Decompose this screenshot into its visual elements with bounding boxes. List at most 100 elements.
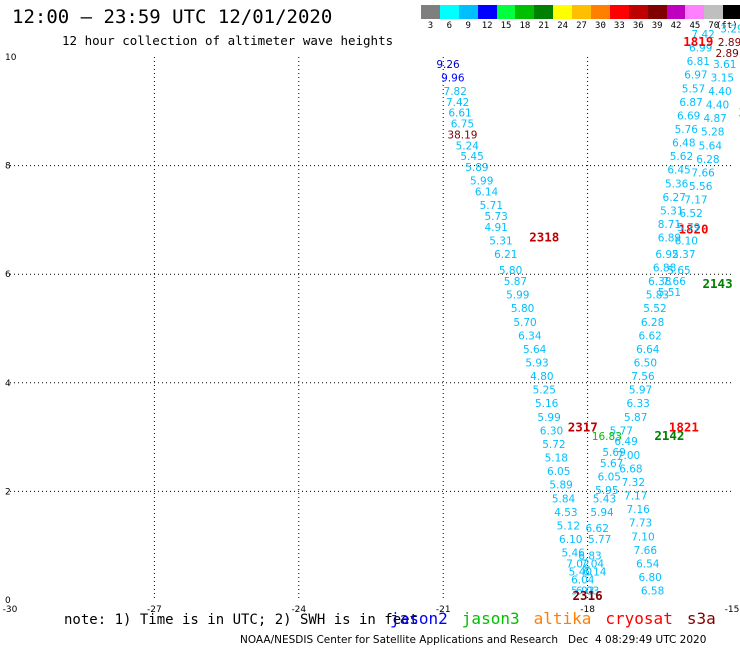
colorbar-cell: 18 bbox=[515, 5, 535, 31]
legend-jason2: jason2 bbox=[390, 609, 448, 628]
wave-height-label: 6.58 bbox=[641, 586, 664, 598]
wave-height-label: 7.32 bbox=[622, 477, 645, 489]
colorbar-cell: 33 bbox=[609, 5, 629, 31]
wave-height-label: 5.71 bbox=[480, 200, 503, 212]
pass-time-label: 1819 bbox=[683, 34, 713, 49]
wave-height-label: 6.87 bbox=[679, 97, 702, 109]
colorbar-label: 45 bbox=[689, 21, 701, 31]
wave-height-label: 6.34 bbox=[518, 330, 542, 342]
colorbar-swatch bbox=[572, 5, 592, 19]
colorbar-cell: 12 bbox=[477, 5, 497, 31]
wave-height-label: 8.71 bbox=[658, 219, 681, 231]
wave-height-label: 6.10 bbox=[559, 534, 582, 546]
wave-height-label: 5.80 bbox=[499, 265, 522, 277]
wave-height-label: 6.28 bbox=[696, 154, 719, 166]
colorbar-cell: 24 bbox=[553, 5, 573, 31]
wave-height-label: 5.43 bbox=[593, 493, 616, 505]
wave-height-label: 5.40 bbox=[569, 567, 592, 579]
wave-height-label: 5.72 bbox=[542, 439, 565, 451]
wave-height-label: 6.54 bbox=[636, 558, 660, 570]
colorbar-cell: 45 bbox=[685, 5, 705, 31]
y-tick-label: 8 bbox=[5, 162, 11, 172]
wave-height-label: 6.62 bbox=[586, 523, 609, 535]
wave-height-label: 6.88 bbox=[653, 262, 676, 274]
wave-height-label: 7.82 bbox=[444, 86, 467, 98]
wave-height-label: 5.25 bbox=[533, 385, 556, 397]
colorbar-swatch bbox=[723, 5, 740, 19]
colorbar-swatch bbox=[666, 5, 686, 19]
wave-height-label: 6.27 bbox=[663, 192, 686, 204]
wave-height-label: 6.45 bbox=[667, 165, 690, 177]
wave-height-label: 5.56 bbox=[689, 181, 713, 193]
colorbar-label: 6 bbox=[446, 21, 453, 31]
y-tick-label: 0 bbox=[5, 596, 11, 606]
wave-height-label: 5.51 bbox=[658, 287, 681, 299]
wave-height-label: 5.80 bbox=[511, 303, 534, 315]
colorbar-cell: 70 bbox=[704, 5, 724, 31]
wave-height-label: 7.16 bbox=[626, 504, 650, 516]
wave-height-label: 5.18 bbox=[545, 453, 568, 465]
wave-height-label: 5.24 bbox=[456, 140, 480, 152]
colorbar-swatch bbox=[647, 5, 667, 19]
wave-height-label: 7.66 bbox=[691, 167, 715, 179]
wave-height-label: 7.17 bbox=[624, 491, 647, 503]
wave-height-label: 6.48 bbox=[672, 138, 695, 150]
colorbar-label: 12 bbox=[481, 21, 493, 31]
wave-height-label: 6.14 bbox=[583, 567, 607, 579]
legend-altika: altika bbox=[533, 609, 592, 628]
wave-height-label: 9.96 bbox=[441, 72, 465, 84]
wave-height-label: 5.64 bbox=[699, 140, 723, 152]
x-tick-label: -24 bbox=[291, 605, 306, 615]
wave-height-label: 9.26 bbox=[436, 59, 460, 71]
wave-height-label: 6.10 bbox=[675, 235, 698, 247]
wave-height-label: 7.02 bbox=[566, 558, 589, 570]
colorbar-label: 9 bbox=[465, 21, 471, 31]
wave-height-label: 3.61 bbox=[713, 59, 736, 71]
colorbar-label: 36 bbox=[632, 21, 644, 31]
pass-time-label: 2318 bbox=[529, 230, 559, 245]
colorbar-label: 18 bbox=[519, 21, 531, 31]
wave-height-label: 5.77 bbox=[588, 534, 611, 546]
colorbar-swatch bbox=[439, 5, 459, 19]
wave-height-label: 6.38 bbox=[648, 276, 671, 288]
wave-height-label: 6.28 bbox=[641, 317, 664, 329]
pass-time-label: 2142 bbox=[654, 428, 684, 443]
wave-height-label: 5.64 bbox=[523, 344, 547, 356]
wave-height-label: 4.91 bbox=[484, 222, 507, 234]
wave-height-label: 5.76 bbox=[675, 124, 699, 136]
pass-time-label: 2317 bbox=[568, 420, 598, 435]
wave-height-label: 2.89 bbox=[715, 48, 738, 60]
wave-height-label: 16.83 bbox=[592, 431, 622, 443]
colorbar-swatch bbox=[477, 5, 497, 19]
colorbar-swatch bbox=[553, 5, 573, 19]
wave-height-label: 6.33 bbox=[626, 398, 649, 410]
chart-subtitle: 12 hour collection of altimeter wave hei… bbox=[62, 33, 394, 48]
wave-height-label: 5.99 bbox=[470, 176, 493, 188]
y-tick-label: 2 bbox=[5, 487, 11, 497]
y-tick-label: 10 bbox=[5, 53, 17, 63]
x-tick-label: -15 bbox=[725, 605, 740, 615]
wave-height-label: 4.53 bbox=[554, 507, 577, 519]
wave-height-label: 5.57 bbox=[682, 83, 705, 95]
wave-height-label: 5.89 bbox=[465, 162, 488, 174]
wave-height-label: 38.19 bbox=[447, 129, 477, 141]
wave-height-label: 6.49 bbox=[614, 436, 637, 448]
wave-height-label: 6.05 bbox=[547, 466, 570, 478]
wave-height-label: 5.31 bbox=[660, 205, 683, 217]
wave-height-label: 6.81 bbox=[687, 56, 710, 68]
wave-height-label: 4.40 bbox=[706, 100, 729, 112]
pass-time-label: 2143 bbox=[703, 276, 733, 291]
colorbar-cell: 42 bbox=[666, 5, 686, 31]
colorbar-label: 70 bbox=[708, 21, 720, 31]
wave-height-label: 5.99 bbox=[537, 412, 560, 424]
colorbar-label: 33 bbox=[613, 21, 625, 31]
wave-height-label: 6.97 bbox=[684, 70, 707, 82]
colorbar-cell: 39 bbox=[647, 5, 667, 31]
wave-height-label: 5.16 bbox=[535, 398, 559, 410]
wave-height-label: 5.89 bbox=[549, 480, 572, 492]
y-tick-label: 4 bbox=[5, 379, 11, 389]
wave-height-label: 5.84 bbox=[552, 493, 576, 505]
colorbar-cell: 27 bbox=[572, 5, 592, 31]
wave-height-label: 6.03 bbox=[576, 586, 599, 598]
pass-time-label: 2316 bbox=[573, 588, 603, 603]
